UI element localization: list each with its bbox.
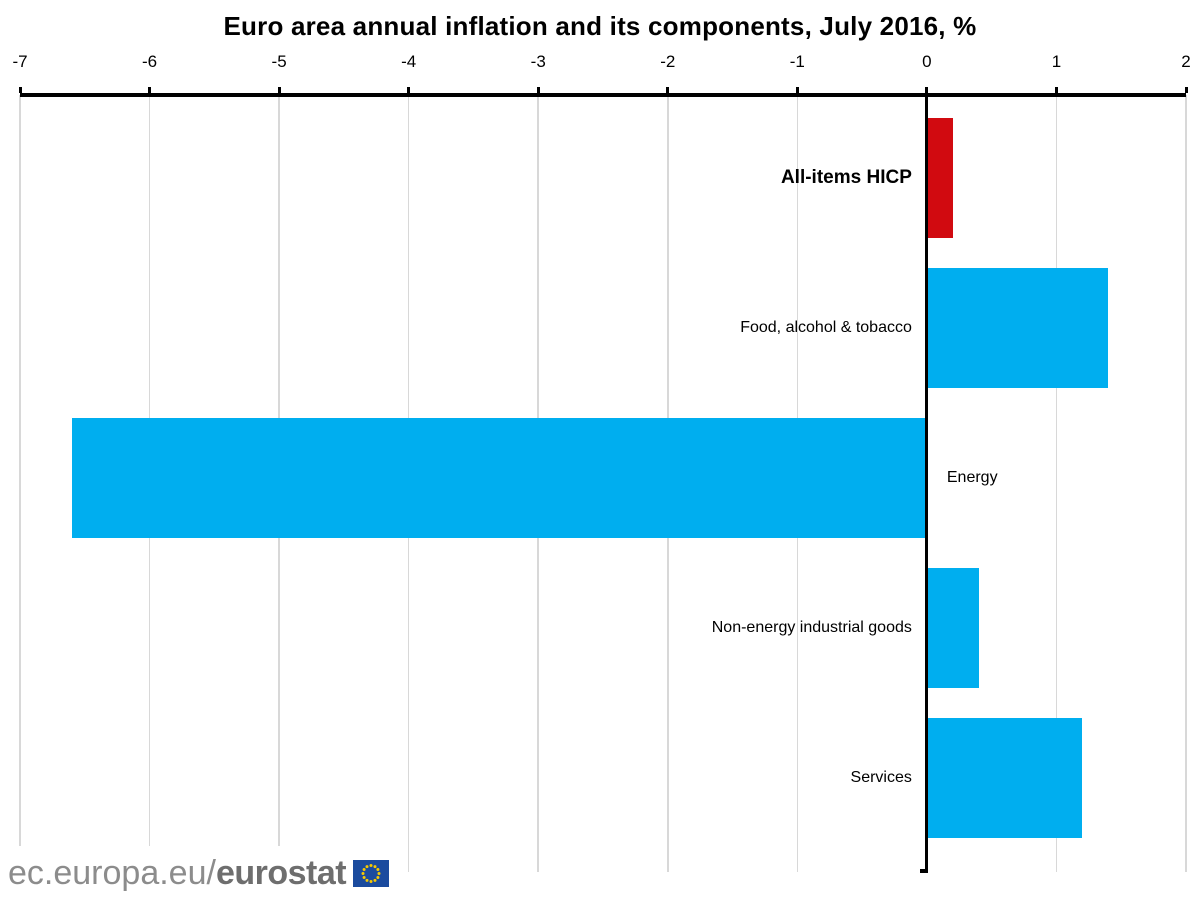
- category-label: Energy: [946, 469, 998, 486]
- axis-tick: [1054, 87, 1058, 93]
- eu-flag-icon: [353, 859, 390, 887]
- tick-label: -4: [401, 52, 417, 71]
- category-label: Services: [850, 769, 912, 786]
- tick-label: -6: [141, 52, 158, 71]
- axis-tick: [148, 87, 152, 93]
- tick-label: -5: [271, 52, 287, 71]
- tick-label: -7: [12, 52, 28, 71]
- eurostat-logo: ec.europa.eu/eurostat: [0, 846, 402, 900]
- axis-tick: [407, 87, 411, 93]
- logo-eurostat-text: eurostat: [215, 854, 347, 892]
- axis-tick: [277, 87, 281, 93]
- bar-energy: [71, 418, 927, 538]
- gridline: [19, 95, 21, 872]
- tick-label: 1: [1051, 52, 1062, 71]
- axis-tick: [1184, 87, 1188, 93]
- axis-tick: [795, 87, 799, 93]
- chart-title: Euro area annual inflation and its compo…: [223, 11, 977, 41]
- category-label: Food, alcohol & tobacco: [740, 319, 912, 336]
- logo-url-text: ec.europa.eu/: [8, 854, 216, 892]
- gridline: [1185, 95, 1187, 872]
- tick-label: 2: [1181, 52, 1191, 71]
- tick-label: -2: [660, 52, 676, 71]
- tick-label: -3: [530, 52, 546, 71]
- axis-tick: [666, 87, 670, 93]
- category-label: Non-energy industrial goods: [711, 619, 912, 636]
- tick-label: 0: [922, 52, 932, 71]
- tick-label: -1: [789, 52, 805, 71]
- x-axis-line: [20, 93, 1186, 97]
- axis-tick: [536, 87, 540, 93]
- bar-non-energy-industrial-goods: [926, 568, 979, 688]
- bar-food-alcohol-tobacco: [926, 268, 1109, 388]
- zero-line: [925, 95, 929, 873]
- category-label: All-items HICP: [780, 167, 912, 188]
- zero-line-end-tick: [919, 869, 927, 873]
- gridline: [1055, 95, 1058, 872]
- bar-all-items-hicp: [926, 118, 953, 238]
- axis-tick: [18, 87, 22, 93]
- axis-tick: [925, 87, 929, 93]
- bar-services: [926, 718, 1083, 838]
